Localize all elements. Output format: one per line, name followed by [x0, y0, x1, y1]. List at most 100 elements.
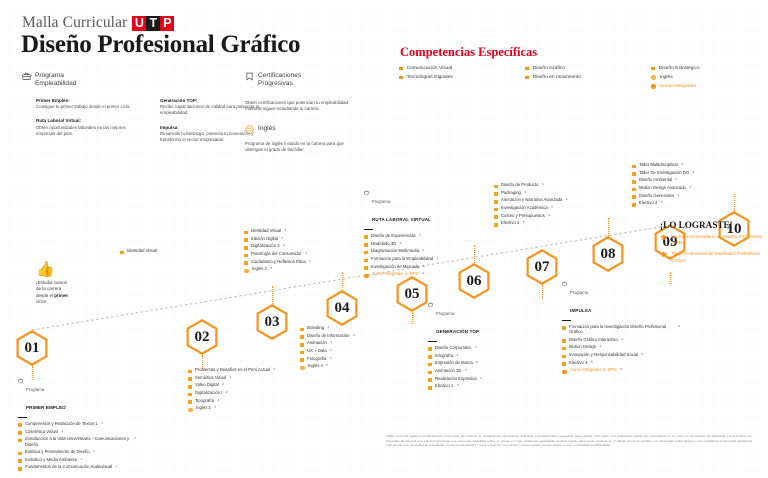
course-item[interactable]: Individuo y Medio Ambiente 1 — [18, 457, 136, 463]
course-item[interactable]: Diseño de Producto 3 — [494, 182, 612, 189]
course-item[interactable]: Diseño Corporativo 3 — [428, 345, 546, 352]
course-label: UX + Data — [306, 348, 327, 354]
course-item[interactable]: Cosmética Visual 1 — [18, 429, 136, 435]
course-item[interactable]: Diseño Gráfico Interactivo 2 — [562, 337, 680, 343]
generacion-top-block: Generación TOP: Recibe capacitaciones de… — [160, 98, 264, 117]
cycle-list-09: Programa IMPULSA Formación para la Inves… — [562, 281, 680, 376]
course-item[interactable]: Taller De Investigación DG 5 — [632, 170, 750, 176]
course-marker-square — [18, 451, 22, 456]
course-label: Investigación Académica — [500, 205, 548, 211]
callout-line-1: ¡Estudia cursos — [36, 280, 68, 285]
course-item[interactable]: Animación y Narrativa Avanzada 4 — [494, 197, 612, 204]
course-item[interactable]: Motion Design Avanzado 4 — [632, 185, 750, 192]
cycle-node-06[interactable]: 06 — [456, 263, 492, 299]
course-sup: 1 — [115, 464, 118, 469]
ingles-text: Programa de inglés incluido en tu carrer… — [245, 141, 344, 153]
cycle-node-10[interactable]: 10 — [716, 211, 752, 247]
achievement-label: Título Profesional de Diseñador Profesio… — [671, 251, 760, 263]
cycle-node-02[interactable]: 02 — [184, 319, 220, 355]
cycle-list-01: Programa PRIMER EMPLEO Comprensión y Red… — [18, 378, 136, 472]
course-label: Edición Digital — [250, 235, 278, 241]
legend-swatch-integrador — [651, 84, 656, 89]
course-marker-square — [494, 207, 498, 212]
course-item[interactable]: Introducción a la Vida Universitaria - C… — [18, 436, 136, 447]
course-sup: 5 — [590, 359, 593, 364]
course-marker-square — [18, 466, 22, 471]
course-label: Identidad Visual — [250, 228, 282, 233]
course-item[interactable]: Problemas y Desafíos en el Perú Actual 1 — [188, 367, 306, 374]
course-item[interactable]: Expresión de Marca 5 — [428, 360, 546, 367]
cycle-node-04[interactable]: 04 — [324, 290, 360, 326]
course-item[interactable]: Psicología del Consumidor 4 — [244, 251, 362, 258]
course-item[interactable]: Edición Digital 2 — [244, 236, 362, 242]
course-label: Fotografía — [306, 355, 327, 361]
briefcase-icon — [18, 378, 23, 383]
course-label: Animación — [306, 340, 327, 346]
course-item[interactable]: Infografía 3 — [428, 353, 546, 359]
cycle-node-01[interactable]: 01 — [14, 330, 50, 366]
cycle-node-07[interactable]: 07 — [524, 249, 560, 285]
course-item[interactable]: Estética y Pensamiento de Diseño 1 — [18, 449, 136, 456]
course-item[interactable]: Innovación y Responsabilidad Social 5 — [562, 352, 680, 359]
course-label: Inglés 2 — [195, 405, 211, 411]
course-item[interactable]: Packaging 3 — [494, 190, 612, 196]
course-item-integrador[interactable]: Curso Integrador 2: DPG 6 — [562, 367, 680, 375]
course-item[interactable]: Modelado 3D 4 — [364, 241, 482, 247]
course-marker-square — [18, 431, 22, 435]
course-item[interactable]: Animación 4 — [300, 340, 418, 347]
course-item[interactable]: UX + Data 2 — [300, 348, 418, 355]
course-item[interactable]: Fotografía 2 — [300, 356, 418, 362]
course-item[interactable]: Motion Design 4 — [562, 344, 680, 351]
course-item[interactable]: Video Digital 2 — [188, 382, 306, 389]
cycle-node-03[interactable]: 03 — [254, 304, 290, 340]
course-item[interactable]: Investigación Académica 5 — [494, 205, 612, 212]
course-item[interactable]: Tipografía 3 — [188, 398, 306, 404]
course-item[interactable]: Fundamentos de la Comunicación Audiovisu… — [18, 464, 136, 471]
cycle-node-08[interactable]: 08 — [590, 236, 626, 272]
course-item-integrador[interactable]: Curso Integrador 1: DPG 6 — [364, 271, 482, 279]
course-label: Psicología del Consumidor — [250, 251, 302, 257]
course-item[interactable]: Formación para la Investigación Diseño P… — [562, 324, 680, 335]
page-title: Diseño Profesional Gráfico — [21, 31, 301, 58]
course-item[interactable]: Diagramación Multimedia 2 — [364, 248, 482, 255]
course-item[interactable]: Semiótica Visual 1 — [188, 375, 306, 381]
course-label: Infografía — [434, 352, 453, 358]
competencias-column-2: Diseño Gráfico Diseño en movimiento — [525, 64, 651, 91]
ruta-laboral-title: Ruta Laboral Virtual: — [36, 118, 82, 124]
course-item[interactable]: Identidad Visual — [120, 248, 238, 255]
course-item[interactable]: Branding 3 — [300, 325, 418, 332]
course-item[interactable]: Diseño de Experiencias 3 — [364, 233, 482, 240]
course-marker-square — [494, 192, 498, 196]
cycle-node-09[interactable]: 09 — [652, 224, 688, 260]
course-marker-square — [244, 230, 248, 235]
program-name-07: GENERACIÓN TOP — [436, 329, 480, 334]
course-sup: 5 — [692, 169, 695, 174]
course-item[interactable]: Costeo y Presupuestos 5 — [494, 213, 612, 219]
course-item[interactable]: Taller Multidisciplinar 5 — [632, 162, 750, 169]
course-item[interactable]: Realización Expresiva 2 — [428, 376, 546, 382]
course-item[interactable]: Diseño Ambiental 3 — [632, 177, 750, 184]
cycle-node-05[interactable]: 05 — [394, 276, 430, 312]
course-item[interactable]: Ciudadanía y Reflexión Ética 1 — [244, 259, 362, 265]
course-item[interactable]: Diseño Generativo 2 — [632, 193, 750, 199]
course-item[interactable]: Animación 3D 4 — [428, 368, 546, 375]
course-item[interactable]: Formación para la Empleabilidad 1 — [364, 256, 482, 263]
course-item[interactable]: Diseño de Información 3 — [300, 333, 418, 339]
cycle-list-04: Identidad Visual — [120, 248, 238, 256]
course-item[interactable]: Identidad Visual 3 — [244, 228, 362, 235]
program-label-07: Programa — [436, 311, 454, 316]
course-item[interactable]: Investigación de Mercado 5 — [364, 264, 482, 270]
course-label: Inglés 4 — [307, 363, 323, 369]
program-name-01: PRIMER EMPLEO — [26, 405, 66, 410]
